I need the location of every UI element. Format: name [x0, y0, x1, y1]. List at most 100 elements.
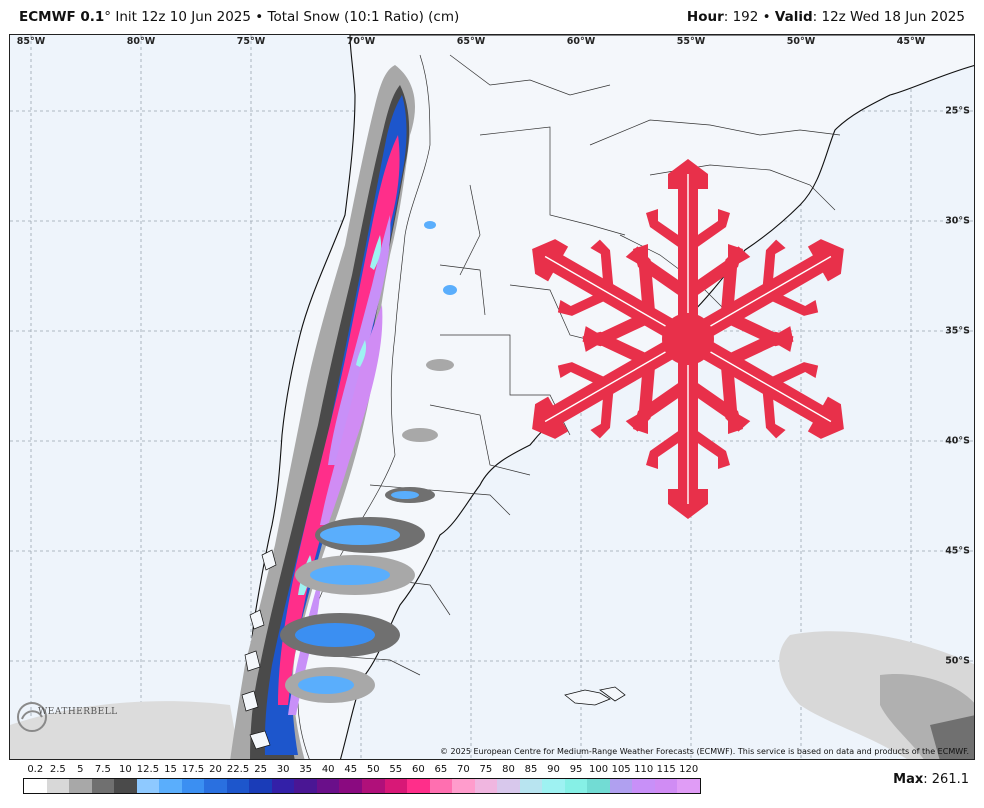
- legend-tick: 2.5: [49, 764, 66, 775]
- legend-tick: 40: [321, 764, 335, 775]
- legend-swatch: [46, 779, 70, 793]
- header-bar: ECMWF 0.1° Init 12z 10 Jun 2025 • Total …: [0, 0, 984, 34]
- legend-swatch: [249, 779, 272, 793]
- legend-tick: 110: [634, 764, 654, 775]
- legend-tick: 22.5: [226, 764, 250, 775]
- hour-value: : 192 •: [723, 9, 775, 25]
- legend-tick: 10: [119, 764, 132, 775]
- longitude-label: 80°W: [126, 36, 156, 47]
- legend-swatch: [452, 779, 475, 793]
- legend-swatch: [159, 779, 182, 793]
- max-label: Max: [893, 772, 924, 787]
- longitude-label: 75°W: [236, 36, 266, 47]
- map-canvas: [10, 35, 974, 759]
- longitude-label: 65°W: [456, 36, 486, 47]
- latitude-label: 30°S: [945, 215, 970, 227]
- legend-swatch: [136, 779, 160, 793]
- legend-swatch: [609, 779, 633, 793]
- longitude-label: 85°W: [16, 36, 46, 47]
- snowflake-arm: [633, 159, 743, 339]
- legend-swatch: [271, 779, 295, 793]
- legend-tick: 85: [524, 764, 538, 775]
- header-title: ECMWF 0.1° Init 12z 10 Jun 2025 • Total …: [19, 0, 459, 34]
- valid-value: : 12z Wed 18 Jun 2025: [812, 9, 965, 25]
- legend-swatch: [407, 779, 430, 793]
- snowflake-arm: [532, 239, 693, 348]
- legend-swatch: [204, 779, 227, 793]
- legend-tick: 115: [656, 764, 676, 775]
- legend-tick: 5: [77, 764, 84, 775]
- legend-swatch: [677, 779, 700, 793]
- falkland-islands: [564, 686, 626, 706]
- copyright-notice: © 2025 European Centre for Medium-Range …: [440, 747, 969, 756]
- legend-swatch: [587, 779, 610, 793]
- legend-tick: 120: [679, 764, 699, 775]
- legend-swatch: [24, 779, 47, 793]
- latitude-label: 50°S: [945, 655, 970, 667]
- legend-tick: 25: [254, 764, 267, 775]
- legend-tick: 12.5: [136, 764, 160, 775]
- legend-tick: 7.5: [94, 764, 111, 775]
- legend-tick: 15: [164, 764, 177, 775]
- legend-tick: 90: [547, 764, 560, 775]
- legend-tick: 20: [209, 764, 222, 775]
- legend-tick: 30: [276, 764, 290, 775]
- longitude-label: 50°W: [786, 36, 816, 47]
- legend-swatch: [91, 779, 115, 793]
- weatherbell-logo-icon: [17, 702, 47, 732]
- legend-swatch: [654, 779, 678, 793]
- latitude-label: 35°S: [945, 325, 970, 337]
- legend-swatch: [497, 779, 520, 793]
- hour-label: Hour: [686, 9, 724, 25]
- andes-snow-shading: [230, 65, 457, 759]
- legend-swatch: [181, 779, 205, 793]
- legend-tick: 105: [611, 764, 631, 775]
- legend-tick: 17.5: [181, 764, 205, 775]
- legend-tick: 55: [389, 764, 403, 775]
- legend-tick: 100: [589, 764, 609, 775]
- model-name: ECMWF 0.1: [19, 9, 105, 25]
- max-value-box: Max: 261.1: [893, 772, 969, 787]
- header-valid: Hour: 192 • Valid: 12z Wed 18 Jun 2025: [687, 0, 965, 34]
- legend-tick: 0.2: [27, 764, 44, 775]
- snowflake-arm: [683, 330, 844, 439]
- legend-swatch: [474, 779, 498, 793]
- snowflake-icon: [532, 159, 844, 519]
- legend-swatch: [564, 779, 588, 793]
- legend-swatch: [429, 779, 453, 793]
- chilean-archipelago: [241, 549, 277, 750]
- legend-tick: 45: [344, 764, 358, 775]
- color-legend: 0.2 2.5 5 7.5 10 12.5 15 17.5 20 22.5 25 30 35 40 45 50…: [23, 764, 701, 794]
- max-value: : 261.1: [923, 772, 969, 787]
- legend-swatch: [632, 779, 655, 793]
- legend-swatch: [384, 779, 408, 793]
- legend-swatch: [519, 779, 543, 793]
- longitude-label: 45°W: [896, 36, 926, 47]
- south-america-land: [250, 35, 974, 759]
- degree-symbol: °: [104, 9, 112, 25]
- legend-swatch: [114, 779, 137, 793]
- legend-tick: 95: [569, 764, 583, 775]
- legend-tick: 50: [366, 764, 380, 775]
- legend-swatch: [294, 779, 317, 793]
- legend-swatch: [69, 779, 92, 793]
- latitude-label: 40°S: [945, 435, 970, 447]
- longitude-label: 55°W: [676, 36, 706, 47]
- snowflake-arm: [532, 330, 693, 439]
- longitude-label: 70°W: [346, 36, 376, 47]
- legend-swatch: [316, 779, 340, 793]
- legend-swatch: [226, 779, 250, 793]
- legend-tick: 80: [502, 764, 515, 775]
- legend-tick-labels: 0.2 2.5 5 7.5 10 12.5 15 17.5 20 22.5 25 30 35 40 45 50…: [23, 764, 701, 778]
- latitude-label: 45°S: [945, 545, 970, 557]
- legend-tick: 75: [479, 764, 493, 775]
- ocean-snow-shading: [10, 631, 974, 759]
- legend-tick: 65: [434, 764, 448, 775]
- weatherbell-text: WEATHERBELL: [38, 707, 118, 717]
- legend-tick: 35: [299, 764, 313, 775]
- legend-swatch: [339, 779, 362, 793]
- weatherbell-watermark: WEATHERBELL: [16, 695, 118, 737]
- legend-tick: 70: [457, 764, 470, 775]
- longitude-label: 60°W: [566, 36, 596, 47]
- legend-tick: 60: [411, 764, 425, 775]
